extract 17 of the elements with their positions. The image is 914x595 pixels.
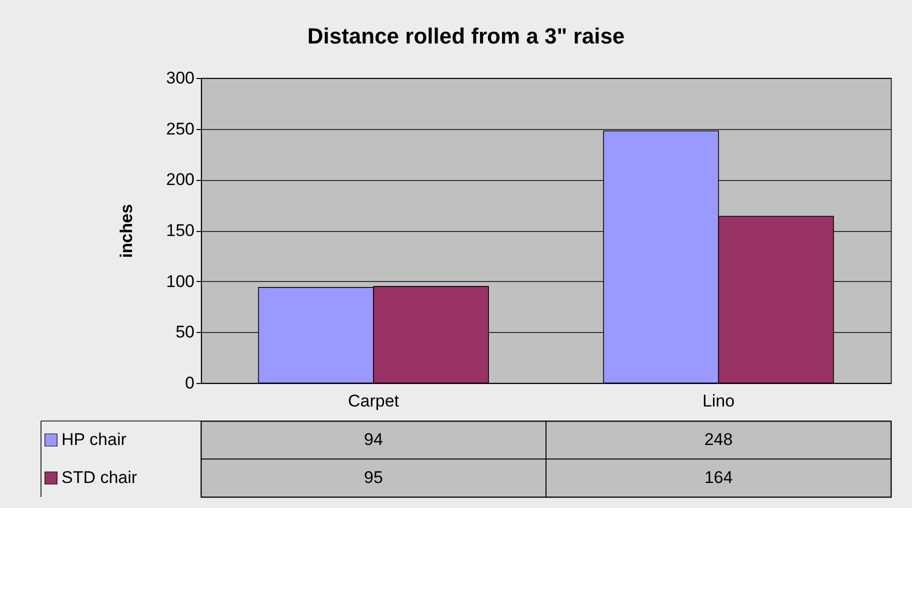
data-label: 95	[364, 468, 383, 487]
y-axis-title: inches	[117, 204, 136, 258]
y-tick-label: 200	[166, 170, 194, 190]
data-label: 248	[704, 430, 733, 449]
data-label: 94	[364, 430, 383, 449]
x-tick-label: Lino	[702, 392, 735, 410]
x-tick-label: Carpet	[348, 392, 400, 410]
legend-label: STD chair	[62, 468, 138, 487]
y-tick-label: 50	[176, 322, 194, 342]
y-tick-label: 250	[166, 119, 194, 138]
y-tick-label: 300	[166, 68, 194, 88]
y-tick-label: 100	[166, 272, 194, 291]
legend-label: HP chair	[62, 430, 127, 449]
chart-title: Distance rolled from a 3" raise	[307, 24, 625, 49]
data-label: 164	[704, 468, 733, 487]
y-tick-label: 0	[185, 374, 194, 392]
y-tick-label: 150	[166, 221, 194, 240]
